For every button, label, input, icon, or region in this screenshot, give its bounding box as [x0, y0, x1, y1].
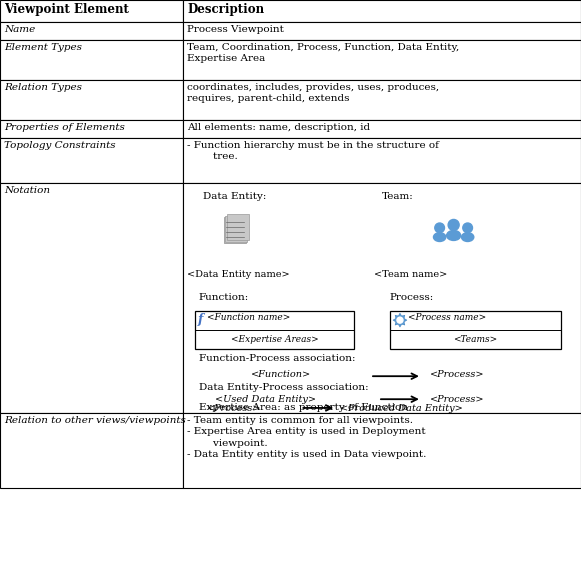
Text: <Expertise Areas>: <Expertise Areas> [231, 335, 318, 344]
Text: Properties of Elements: Properties of Elements [4, 123, 125, 132]
Text: <Function>: <Function> [250, 370, 311, 380]
Text: - Team entity is common for all viewpoints.
- Expertise Area entity is used in D: - Team entity is common for all viewpoin… [187, 416, 426, 459]
Polygon shape [0, 413, 183, 488]
Text: Element Types: Element Types [4, 43, 82, 52]
Circle shape [397, 317, 403, 323]
Text: f: f [198, 313, 203, 325]
Text: <Used Data Entity>: <Used Data Entity> [215, 395, 316, 404]
Ellipse shape [447, 230, 461, 240]
Text: Topology Constraints: Topology Constraints [4, 141, 116, 150]
Polygon shape [183, 120, 581, 138]
Text: <Team name>: <Team name> [374, 270, 447, 279]
Polygon shape [183, 80, 581, 120]
Text: <Process>: <Process> [430, 395, 485, 404]
Bar [227, 214, 249, 240]
Text: - Function hierarchy must be in the structure of
        tree.: - Function hierarchy must be in the stru… [187, 141, 439, 161]
Polygon shape [0, 80, 183, 120]
Polygon shape [183, 0, 581, 22]
Polygon shape [183, 40, 581, 80]
Circle shape [448, 219, 459, 230]
Text: Notation: Notation [4, 186, 50, 195]
Polygon shape [0, 40, 183, 80]
Text: <Data Entity name>: <Data Entity name> [187, 270, 289, 279]
Circle shape [435, 223, 444, 233]
Polygon shape [183, 183, 581, 413]
Text: Team:: Team: [382, 192, 414, 201]
Text: <Process>: <Process> [430, 370, 485, 380]
Ellipse shape [433, 233, 446, 241]
Polygon shape [0, 138, 183, 183]
Polygon shape [183, 22, 581, 40]
Text: <Process name>: <Process name> [408, 313, 486, 321]
Text: Name: Name [4, 25, 35, 34]
Text: All elements: name, description, id: All elements: name, description, id [187, 123, 370, 132]
Text: Function:: Function: [199, 293, 249, 302]
Text: Function-Process association:: Function-Process association: [199, 354, 356, 363]
Text: Relation Types: Relation Types [4, 83, 82, 92]
Polygon shape [183, 138, 581, 183]
Text: Data Entity-Process association:: Data Entity-Process association: [199, 383, 368, 392]
Text: Viewpoint Element: Viewpoint Element [4, 3, 129, 16]
Text: <Teams>: <Teams> [454, 335, 497, 344]
Text: <Process>: <Process> [207, 404, 261, 413]
Text: <Produced Data Entity>: <Produced Data Entity> [340, 404, 463, 413]
Circle shape [463, 223, 472, 233]
Polygon shape [0, 120, 183, 138]
Text: Description: Description [187, 3, 264, 16]
Bar [195, 310, 354, 348]
Polygon shape [183, 413, 581, 488]
Text: Team, Coordination, Process, Function, Data Entity,
Expertise Area: Team, Coordination, Process, Function, D… [187, 43, 459, 63]
Bar [225, 215, 248, 242]
Text: Process:: Process: [390, 293, 434, 302]
Text: Expertise Area: as property of Function: Expertise Area: as property of Function [199, 403, 408, 412]
Polygon shape [393, 313, 407, 327]
Text: <Function name>: <Function name> [207, 313, 290, 321]
Bar [224, 217, 246, 243]
Bar [390, 310, 561, 348]
Text: Data Entity:: Data Entity: [203, 192, 266, 201]
Text: coordinates, includes, provides, uses, produces,
requires, parent-child, extends: coordinates, includes, provides, uses, p… [187, 83, 439, 104]
Text: Process Viewpoint: Process Viewpoint [187, 25, 284, 34]
Polygon shape [0, 183, 183, 413]
Polygon shape [0, 0, 183, 22]
Ellipse shape [461, 233, 474, 241]
Polygon shape [0, 22, 183, 40]
Text: Relation to other views/viewpoints: Relation to other views/viewpoints [4, 416, 186, 425]
